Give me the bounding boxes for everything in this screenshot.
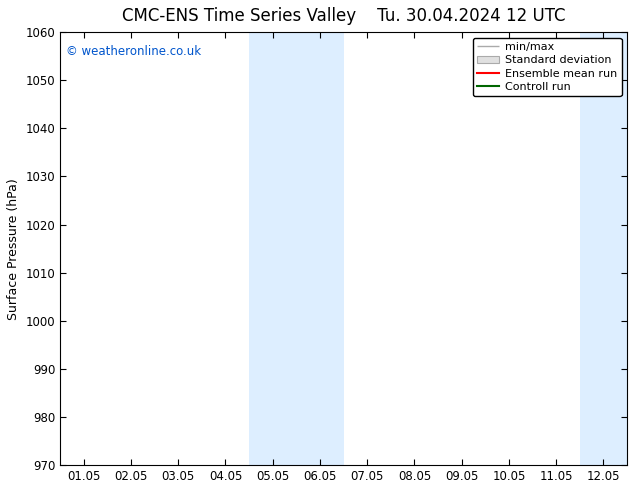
Bar [249,32,344,465]
Y-axis label: Surface Pressure (hPa): Surface Pressure (hPa) [7,178,20,319]
Text: © weatheronline.co.uk: © weatheronline.co.uk [66,45,201,58]
Legend: min/max, Standard deviation, Ensemble mean run, Controll run: min/max, Standard deviation, Ensemble me… [472,38,621,97]
Title: CMC-ENS Time Series Valley    Tu. 30.04.2024 12 UTC: CMC-ENS Time Series Valley Tu. 30.04.202… [122,7,566,25]
Bar [580,32,634,465]
